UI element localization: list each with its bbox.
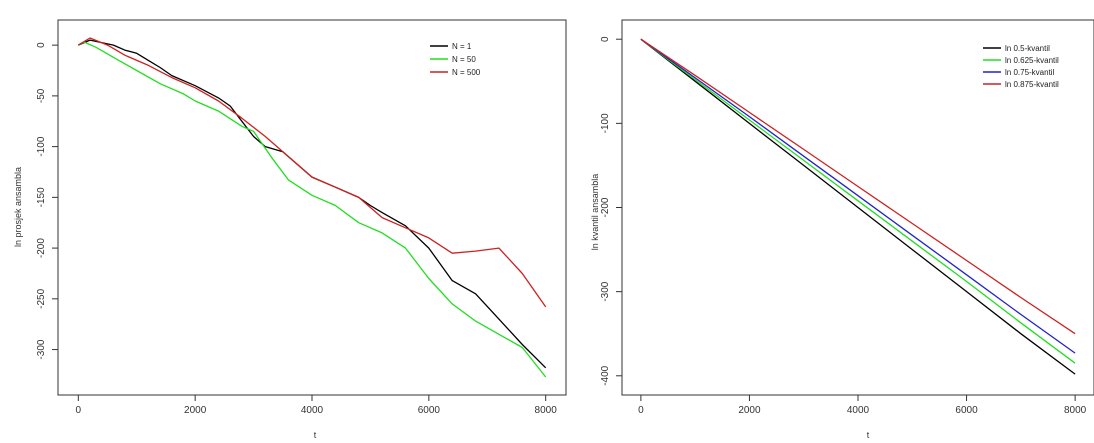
chart-panel-2: 0 2000 4000 6000 8000 0 -100 -200 -300 -400 t ln kv… xyxy=(590,19,1094,440)
legend-label: ln 0.875-kvantil xyxy=(1005,80,1059,89)
x-tick-label: 0 xyxy=(76,405,82,416)
series-line-1 xyxy=(78,39,547,369)
x-tick-label: 6000 xyxy=(955,405,978,416)
y-axis-label: ln kvantil ansambla xyxy=(590,174,600,251)
y-tick-label: -200 xyxy=(600,197,611,217)
x-tick-label: 4000 xyxy=(301,405,324,416)
y-tick-label: 0 xyxy=(36,42,47,48)
x-tick-label: 2000 xyxy=(738,405,761,416)
y-tick-label: -250 xyxy=(36,288,47,308)
legend: N = 1 N = 50 N = 500 xyxy=(430,42,481,77)
series-line-3 xyxy=(77,37,547,308)
x-tick-label: 8000 xyxy=(1064,405,1087,416)
y-axis-label: ln prosjek ansambla xyxy=(13,167,23,247)
x-tick-label: 4000 xyxy=(847,405,870,416)
y-tick-label: -300 xyxy=(600,281,611,301)
y-tick-label: -150 xyxy=(36,187,47,207)
y-tick-label: -100 xyxy=(600,113,611,133)
legend-label: N = 500 xyxy=(452,68,481,77)
chart-panel-1: 0 2000 4000 6000 8000 0 -50 -100 -150 -200 -250 -30… xyxy=(13,19,567,440)
y-tick-label: 0 xyxy=(600,36,611,42)
x-tick-label: 0 xyxy=(638,405,644,416)
x-tick-label: 6000 xyxy=(418,405,441,416)
series-line-4 xyxy=(640,38,1076,335)
x-tick-label: 8000 xyxy=(535,405,558,416)
y-tick-label: -100 xyxy=(36,136,47,156)
series-line-2 xyxy=(78,41,547,378)
legend-label: ln 0.75-kvantil xyxy=(1005,68,1055,77)
x-axis-label: t xyxy=(314,430,317,440)
series-line-1 xyxy=(640,38,1076,375)
legend-label: N = 1 xyxy=(452,42,472,51)
legend-label: ln 0.625-kvantil xyxy=(1005,56,1059,65)
y-tick-label: -200 xyxy=(36,238,47,258)
x-axis-label: t xyxy=(867,430,870,440)
y-tick-label: -50 xyxy=(36,88,47,103)
legend: ln 0.5-kvantil ln 0.625-kvantil ln 0.75-kv… xyxy=(983,44,1059,89)
series-line-2 xyxy=(640,38,1076,364)
y-tick-label: -400 xyxy=(600,365,611,385)
y-tick-label: -300 xyxy=(36,339,47,359)
legend-label: ln 0.5-kvantil xyxy=(1005,44,1050,53)
legend-label: N = 50 xyxy=(452,55,476,64)
plot-frame xyxy=(57,19,567,396)
series-line-3 xyxy=(640,38,1076,354)
x-tick-label: 2000 xyxy=(184,405,207,416)
